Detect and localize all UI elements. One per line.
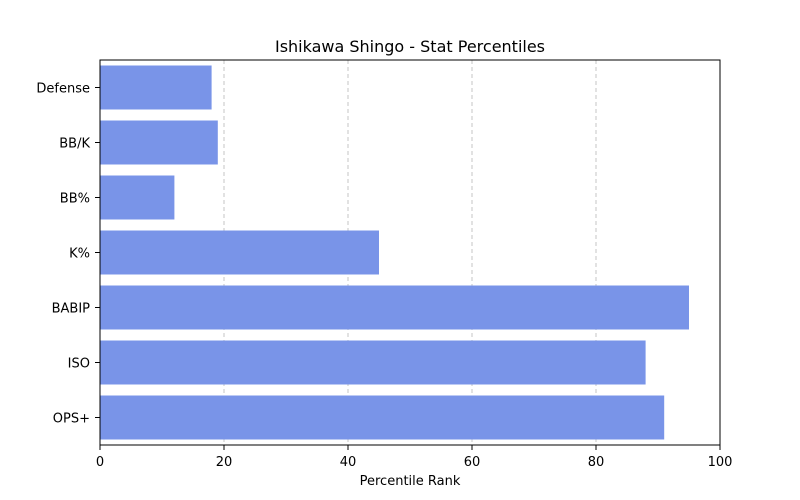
- bars: [100, 65, 689, 440]
- x-axis-label: Percentile Rank: [360, 474, 461, 489]
- y-axis-ticks: Defense BB/K BB% K% BABIP ISO OPS+: [36, 82, 100, 427]
- x-tick-label: 0: [96, 455, 104, 470]
- y-tick-label: Defense: [36, 82, 90, 97]
- bar-bb-: [100, 175, 175, 220]
- y-tick-label: ISO: [68, 357, 90, 372]
- x-tick-label: 80: [588, 455, 605, 470]
- y-tick-label: K%: [69, 247, 90, 262]
- bar-k-: [100, 230, 379, 275]
- x-tick-label: 100: [708, 455, 733, 470]
- bar-bb-k: [100, 120, 218, 165]
- y-tick-label: OPS+: [53, 412, 90, 427]
- y-tick-label: BB/K: [59, 137, 90, 152]
- chart-title: Ishikawa Shingo - Stat Percentiles: [275, 37, 545, 56]
- y-tick-label: BABIP: [52, 302, 91, 317]
- bar-defense: [100, 65, 212, 110]
- bar-babip: [100, 285, 689, 330]
- x-tick-label: 40: [340, 455, 357, 470]
- x-axis-ticks: 0 20 40 60 80 100: [96, 445, 733, 470]
- bar-iso: [100, 340, 646, 385]
- x-tick-label: 60: [464, 455, 481, 470]
- x-tick-label: 20: [216, 455, 233, 470]
- y-tick-label: BB%: [60, 192, 90, 207]
- bar-ops-: [100, 395, 665, 440]
